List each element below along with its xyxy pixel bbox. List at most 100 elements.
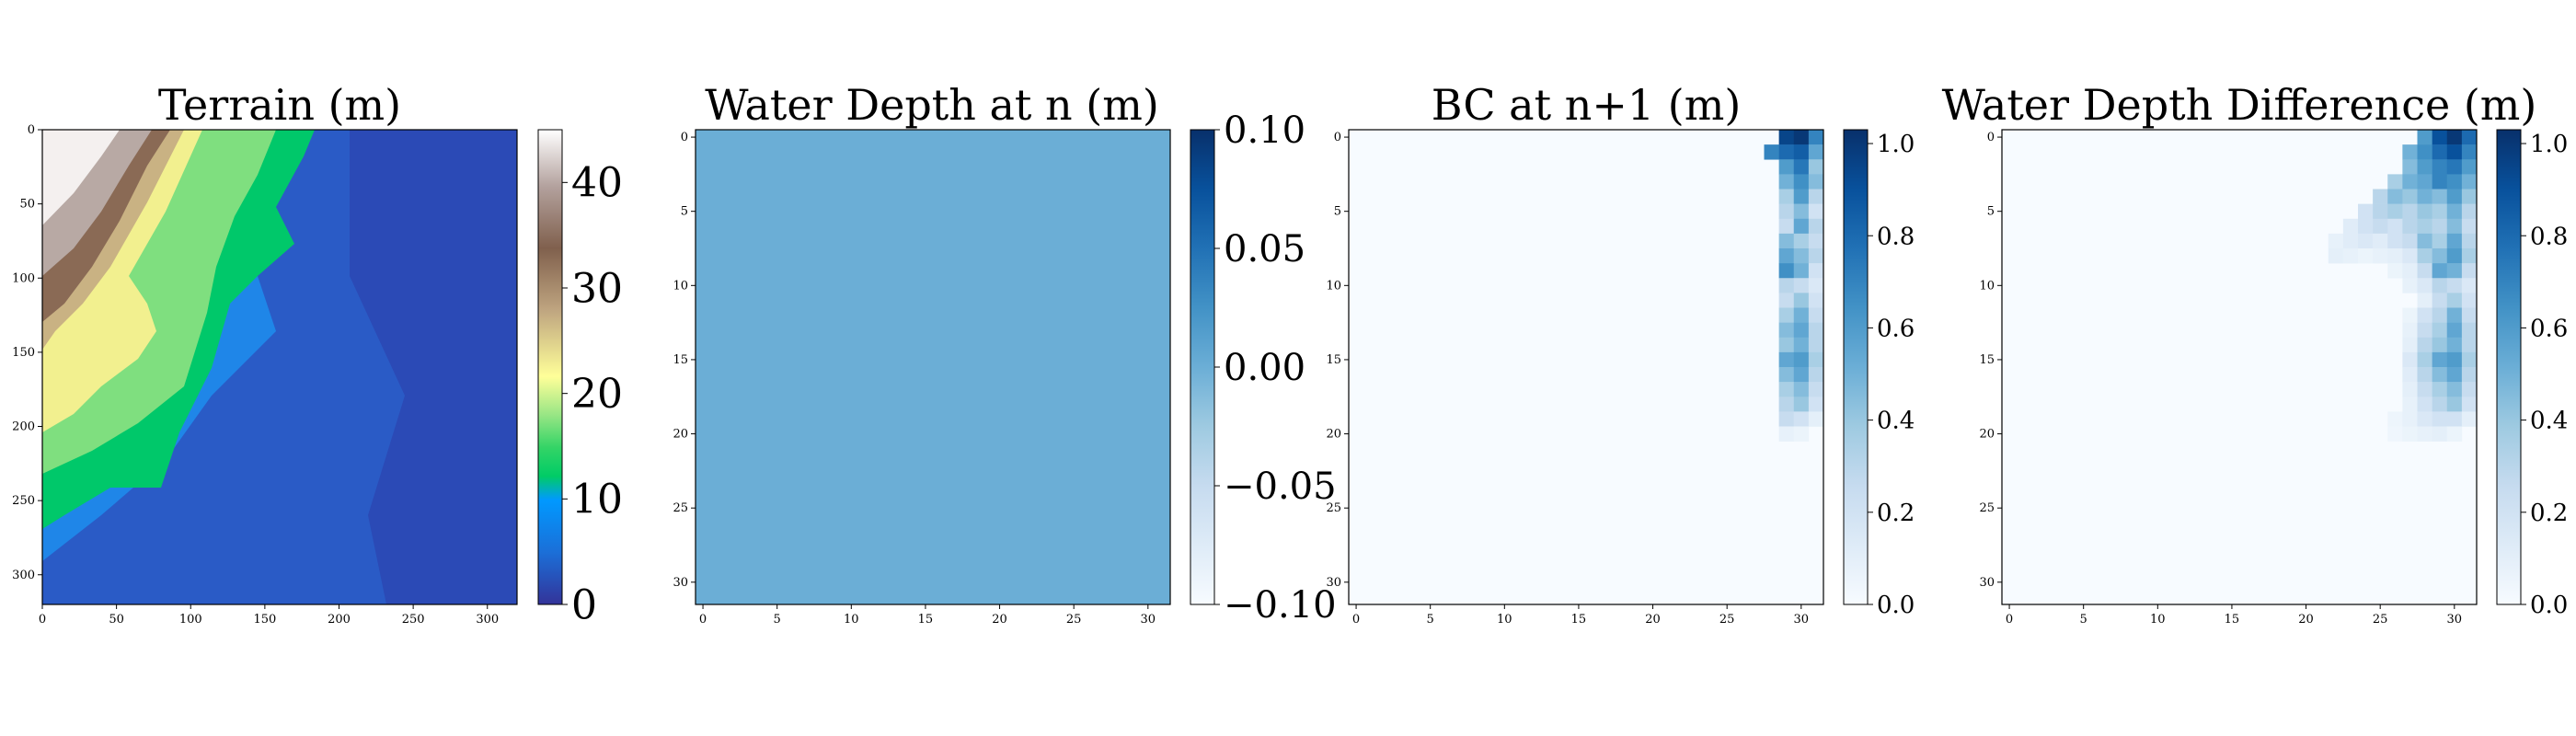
bc-cell [1808,218,1824,235]
bc-cell [1793,397,1810,412]
water-depth-xtick-label: 15 [918,613,934,627]
terrain-xtick-label: 300 [476,613,499,627]
bc-cell [1808,263,1824,279]
difference-cell [2432,248,2448,264]
difference-cell [2402,307,2418,323]
bc-cell [1778,130,1795,145]
difference-ytick-label: 30 [1979,576,1995,590]
bc-colorbar-ticks: 0.0 0.2 0.4 0.6 0.8 1.0 [1868,131,1915,619]
bc-ytick-label: 25 [1326,501,1341,515]
difference-cell [2446,159,2463,175]
difference-cell [2387,203,2403,220]
difference-cell [2432,426,2448,442]
difference-colorbar-tick-label: 0.6 [2530,316,2568,343]
bc-ytick-label: 0 [1334,131,1341,144]
bc-tick-layer: 0 5 10 15 20 25 30 0 5 10 15 20 25 30 [1326,131,1809,627]
difference-cell [2461,367,2478,383]
water-depth-axes-frame [695,129,1171,605]
bc-cell [1793,144,1810,160]
water-depth-tick-layer: 0 5 10 15 20 25 30 0 5 10 15 20 25 30 [673,131,1156,627]
difference-cell [2417,144,2432,160]
difference-cell [2432,189,2448,204]
difference-cell [2417,203,2432,220]
bc-cell [1793,263,1810,279]
difference-cell [2432,337,2448,353]
terrain-ytick-label: 150 [12,346,35,360]
difference-cell [2402,426,2418,442]
water-depth-ytick-label: 30 [673,576,688,590]
difference-cell [2387,233,2403,249]
difference-cell [2387,174,2403,190]
bc-field [1349,130,1823,604]
difference-cell [2446,248,2463,264]
terrain-panel: Terrain (m) 0 50 100 150 200 250 3000501001502… [12,80,623,628]
bc-cell [1808,278,1824,293]
bc-cell [1778,307,1795,323]
bc-cell [1793,426,1810,442]
difference-cell [2417,397,2432,412]
difference-cell [2446,263,2463,279]
terrain-xtick-label: 150 [253,613,276,627]
water-depth-colorbar-tick-label: −0.05 [1224,466,1337,508]
terrain-title: Terrain (m) [158,80,401,130]
bc-cell [1778,263,1795,279]
difference-cell [2461,337,2478,353]
terrain-colorbar-tick-label: 30 [571,265,623,312]
difference-xtick-label: 30 [2447,613,2463,627]
water-depth-xtick-label: 25 [1066,613,1082,627]
difference-cell [2461,174,2478,190]
terrain-ytick-label: 250 [12,494,35,508]
bc-cell [1778,233,1795,249]
difference-cell [2342,218,2359,235]
difference-colorbar-tick-label: 0.2 [2530,500,2568,527]
difference-ytick-label: 15 [1979,353,1995,367]
difference-cell [2373,203,2388,220]
difference-cell [2402,397,2418,412]
bc-cell [1793,278,1810,293]
difference-cell [2402,218,2418,235]
difference-cell [2417,130,2432,145]
bc-cell [1793,189,1810,204]
bc-colorbar-tick-label: 0.6 [1877,316,1915,343]
difference-cell [2402,411,2418,427]
bc-ytick-label: 30 [1326,576,1341,590]
difference-xtick-label: 20 [2298,613,2314,627]
bc-cell [1808,351,1824,368]
bc-cell [1793,351,1810,368]
bc-cell [1778,367,1795,383]
difference-colorbar [2496,129,2522,605]
difference-cell [2432,397,2448,412]
bc-colorbar-tick-label: 0.2 [1877,500,1915,527]
bc-cell [1778,203,1795,220]
difference-cell [2461,189,2478,204]
water-depth-ytick-label: 5 [681,205,688,219]
bc-cell [1778,174,1795,190]
difference-cell [2417,159,2432,175]
bc-cell [1793,367,1810,383]
difference-cell [2387,411,2403,427]
water-depth-ytick-label: 15 [673,353,688,367]
difference-cell [2387,218,2403,235]
difference-cell [2432,278,2448,293]
difference-cell [2417,248,2432,264]
difference-colorbar-tick-label: 1.0 [2530,131,2568,158]
terrain-plain-dark [350,130,517,604]
difference-ytick-label: 0 [1987,131,1995,144]
bc-colorbar-tick-label: 1.0 [1877,131,1915,158]
bc-xtick-label: 5 [1427,613,1434,627]
terrain-colorbar-tick-label: 10 [571,477,623,523]
difference-cell [2432,411,2448,427]
bc-cell [1778,218,1795,235]
bc-cell [1778,293,1795,308]
difference-colorbar-ticks: 0.0 0.2 0.4 0.6 0.8 1.0 [2521,131,2568,619]
terrain-xtick-label: 50 [109,613,124,627]
difference-colorbar-tick-label: 0.0 [2530,592,2568,619]
bc-cell [1808,189,1824,204]
difference-cell [2342,233,2359,249]
difference-cell [2417,411,2432,427]
difference-cell [2432,144,2448,160]
difference-cell [2446,203,2463,220]
bc-xtick-label: 20 [1645,613,1661,627]
water-depth-xtick-label: 20 [992,613,1007,627]
bc-title: BC at n+1 (m) [1432,80,1742,130]
